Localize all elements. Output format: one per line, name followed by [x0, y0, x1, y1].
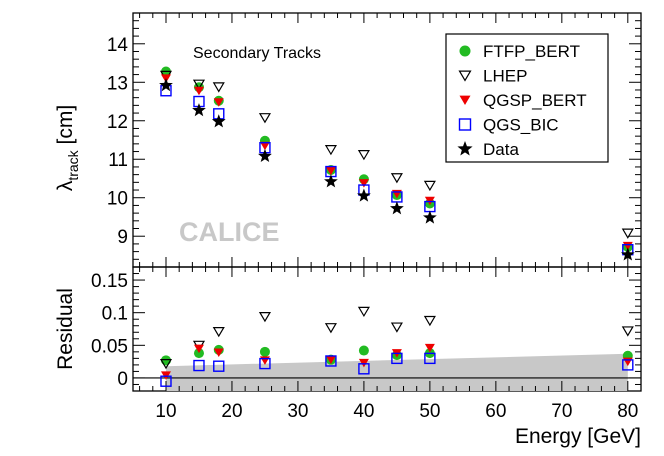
point-residual-qgs-bic	[358, 363, 370, 375]
point-top-data	[324, 174, 338, 188]
uncertainty-band	[165, 353, 628, 391]
point-residual-lhep	[621, 326, 634, 337]
calice-watermark: CALICE	[179, 217, 280, 247]
point-residual-lhep	[159, 358, 173, 370]
point-residual-lhep	[357, 306, 370, 318]
y-tick-label-bottom: 0.05	[91, 336, 128, 357]
legend-label-ftfp-bert: FTFP_BERT	[483, 42, 580, 61]
legend-box	[445, 33, 609, 163]
x-tick-label: 20	[221, 401, 242, 422]
point-residual-lhep	[212, 327, 225, 338]
axes-layer: 10 20 30 40 50 60 70 80 9 10 11 12 13 14 0 0.05 0.1 0.15	[91, 12, 642, 422]
top-ylabel: λtrack [cm]	[54, 105, 81, 191]
legend-marker-data	[457, 141, 473, 156]
point-residual-lhep	[258, 312, 271, 323]
point-residual-qgs-bic	[424, 352, 436, 365]
top-ylabel-sub: track	[65, 149, 81, 180]
point-top-lhep	[324, 145, 337, 156]
legend-label-lhep: LHEP	[483, 67, 527, 86]
x-tick-label: 50	[419, 401, 440, 422]
point-top-qgsp-bert	[213, 98, 224, 107]
point-residual-qgs-bic	[160, 375, 172, 387]
top-ylabel-unit: [cm]	[54, 105, 77, 151]
point-top-qgsp-bert	[622, 241, 633, 251]
point-top-qgsp-bert	[358, 179, 369, 188]
legend-marker-ftfp-bert	[459, 45, 471, 57]
point-residual-lhep	[423, 315, 436, 327]
y-tick-label-top: 13	[107, 73, 128, 94]
point-top-data	[258, 148, 272, 163]
point-residual-qgsp-bert	[424, 343, 435, 353]
x-tick-label: 10	[155, 401, 176, 422]
point-residual-lhep	[324, 323, 337, 334]
x-axis-label: Energy [GeV]	[515, 425, 641, 448]
y-tick-label-top: 12	[107, 112, 128, 133]
legend-marker-qgsp-bert	[459, 95, 471, 105]
point-residual-qgsp-bert	[213, 348, 224, 357]
point-residual-qgs-bic	[259, 357, 271, 370]
legend-label-qgsp-bert: QGSP_BERT	[483, 91, 587, 110]
point-top-qgsp-bert	[325, 166, 336, 176]
point-residual-qgsp-bert	[325, 355, 336, 365]
legend-label-data: Data	[483, 140, 519, 159]
y-tick-label-bottom: 0.1	[102, 304, 128, 325]
point-top-lhep	[192, 79, 206, 90]
legend-marker-lhep	[458, 70, 472, 82]
point-residual-ftfp-bert	[160, 355, 171, 366]
point-residual-qgs-bic	[213, 360, 225, 372]
point-residual-ftfp-bert	[358, 345, 369, 356]
x-tick-label: 80	[617, 401, 638, 422]
point-residual-qgs-bic	[325, 355, 337, 367]
x-tick-label: 60	[485, 401, 506, 422]
point-residual-ftfp-bert	[193, 348, 204, 359]
top-ylabel-main: λ	[54, 180, 77, 191]
legend-marker-qgs-bic	[458, 118, 472, 131]
point-top-data	[192, 103, 206, 117]
point-residual-ftfp-bert	[259, 346, 270, 357]
y-tick-label-top: 14	[107, 35, 129, 56]
y-tick-label-bottom: 0.15	[91, 271, 128, 292]
x-tick-label: 70	[551, 401, 572, 422]
legend: FTFP_BERT LHEP QGSP_BERT QGS_BIC Data	[445, 33, 609, 163]
point-top-data	[211, 114, 226, 128]
point-top-lhep	[423, 180, 436, 192]
point-top-lhep	[258, 113, 271, 124]
point-top-lhep	[621, 228, 634, 239]
point-residual-qgs-bic	[193, 359, 205, 372]
point-top-data	[357, 188, 371, 202]
point-top-lhep	[357, 150, 370, 161]
bottom-ylabel: Residual	[54, 288, 77, 370]
point-top-lhep	[390, 173, 403, 184]
point-top-qgsp-bert	[193, 86, 204, 96]
point-residual-lhep	[390, 322, 403, 333]
point-top-data	[159, 78, 173, 92]
y-tick-label-top: 11	[108, 150, 128, 171]
x-tick-label: 30	[287, 401, 308, 422]
point-top-data	[390, 201, 404, 215]
legend-label-qgs-bic: QGS_BIC	[483, 116, 559, 135]
point-top-data	[620, 247, 635, 261]
x-tick-label: 40	[353, 401, 374, 422]
point-residual-qgsp-bert	[193, 344, 204, 354]
residual-band-layer	[165, 353, 628, 391]
point-top-qgsp-bert	[259, 141, 270, 151]
point-residual-qgs-bic	[391, 352, 403, 365]
y-tick-label-bottom: 0	[117, 369, 128, 390]
y-tick-label-top: 10	[107, 189, 128, 210]
point-top-lhep	[212, 82, 225, 93]
marker-layer	[159, 66, 635, 387]
panel-title: Secondary Tracks	[193, 45, 321, 62]
point-residual-qgs-bic	[622, 359, 634, 371]
point-top-data	[422, 210, 437, 224]
y-tick-label-top: 9	[117, 227, 128, 248]
